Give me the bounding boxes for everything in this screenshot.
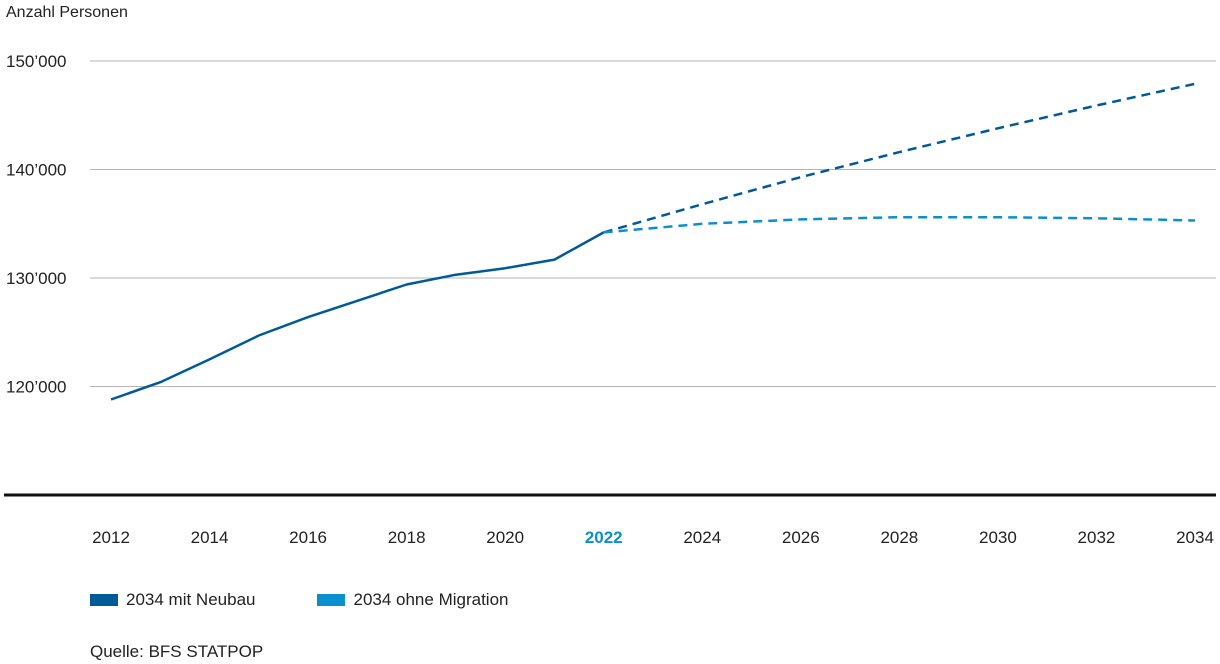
series-line-neubau	[603, 82, 1196, 234]
source-note: Quelle: BFS STATPOP	[90, 642, 264, 661]
series-line-historical	[110, 231, 605, 401]
y-axis-title: Anzahl Personen	[6, 4, 128, 21]
x-tick-label-2016: 2016	[289, 528, 327, 547]
legend-item-ohne-migration: 2034 ohne Migration	[317, 590, 509, 610]
x-tick-label-2012: 2012	[92, 528, 130, 547]
y-tick-label-130000: 130’000	[6, 269, 67, 288]
x-tick-label-2024: 2024	[683, 528, 721, 547]
y-tick-label-150000: 150’000	[6, 52, 67, 71]
legend: 2034 mit Neubau 2034 ohne Migration	[90, 590, 509, 610]
x-tick-label-2020: 2020	[486, 528, 524, 547]
y-tick-label-120000: 120’000	[6, 378, 67, 397]
x-tick-label-2026: 2026	[782, 528, 820, 547]
x-tick-label-2022: 2022	[585, 528, 623, 547]
legend-label-neubau: 2034 mit Neubau	[126, 590, 256, 609]
y-tick-labels: 120’000 130’000 140’000 150’000	[6, 52, 67, 397]
x-tick-label-2032: 2032	[1078, 528, 1116, 547]
x-tick-label-2018: 2018	[388, 528, 426, 547]
x-tick-label-2028: 2028	[880, 528, 918, 547]
x-tick-label-2014: 2014	[191, 528, 229, 547]
x-tick-label-2030: 2030	[979, 528, 1017, 547]
y-tick-label-140000: 140’000	[6, 161, 67, 180]
legend-label-ohne-migration: 2034 ohne Migration	[353, 590, 509, 609]
x-tick-labels: 2012 2014 2016 2018 2020 2022 2024 2026 2028 2030…	[92, 528, 1214, 547]
legend-item-neubau: 2034 mit Neubau	[90, 590, 255, 610]
data-lines	[110, 82, 1196, 401]
series-line-ohne-migration	[603, 215, 1196, 234]
x-tick-label-2034: 2034	[1176, 528, 1214, 547]
legend-swatch-neubau	[90, 594, 118, 606]
legend-swatch-ohne-migration	[317, 594, 346, 606]
gridlines	[90, 60, 1216, 387]
